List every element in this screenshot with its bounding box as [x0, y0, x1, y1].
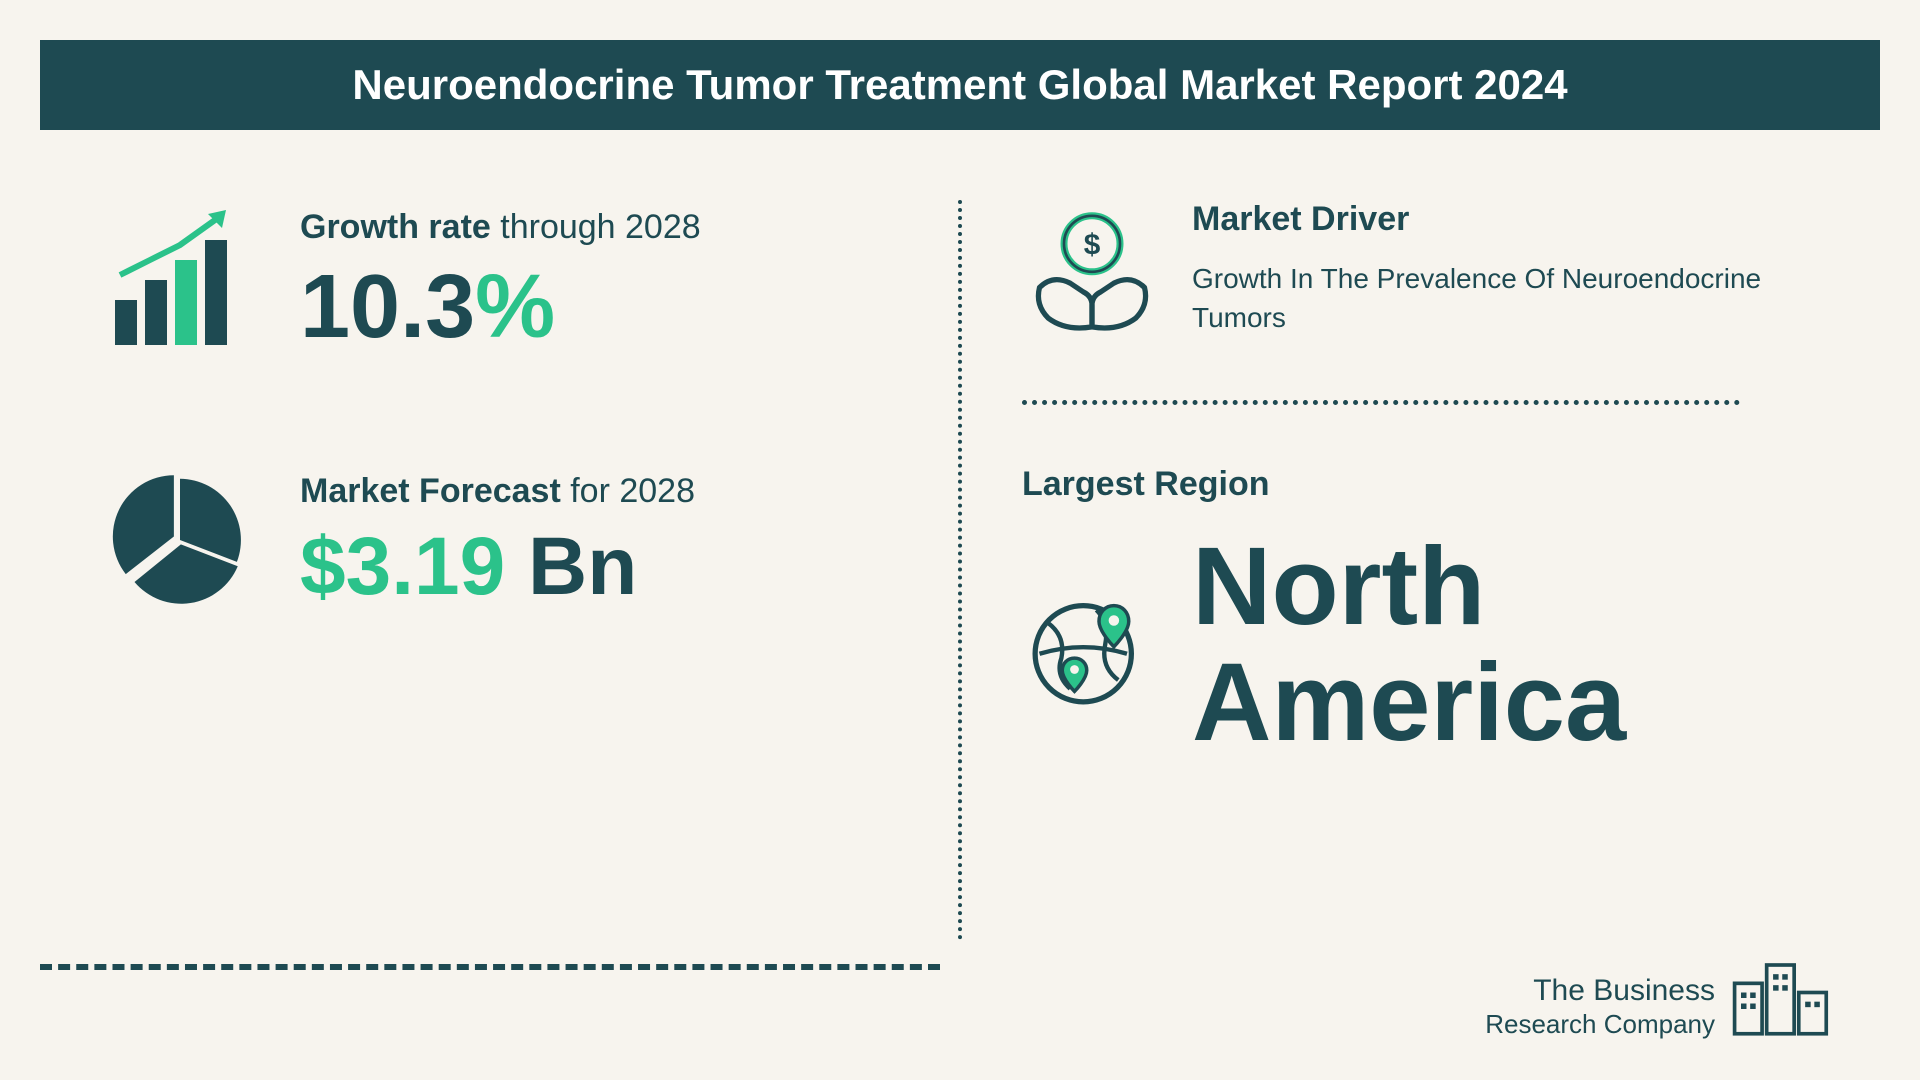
region-block: Largest Region North	[1022, 465, 1820, 760]
driver-block: $ Market Driver Growth In The Prevalence…	[1022, 200, 1820, 340]
right-column: $ Market Driver Growth In The Prevalence…	[962, 200, 1820, 940]
driver-text: Market Driver Growth In The Prevalence O…	[1192, 200, 1820, 337]
forecast-text: Market Forecast for 2028 $3.19 Bn	[300, 472, 695, 608]
growth-chart-icon	[100, 200, 260, 360]
left-column: Growth rate through 2028 10.3% Market Fo…	[100, 200, 958, 940]
growth-text: Growth rate through 2028 10.3%	[300, 208, 701, 352]
svg-text:$: $	[1084, 228, 1101, 261]
header-bar: Neuroendocrine Tumor Treatment Global Ma…	[40, 40, 1880, 130]
forecast-block: Market Forecast for 2028 $3.19 Bn	[100, 460, 898, 620]
bottom-dashed-line	[40, 964, 940, 970]
company-logo: The Business Research Company	[1485, 945, 1840, 1040]
page-title: Neuroendocrine Tumor Treatment Global Ma…	[352, 61, 1567, 109]
horizontal-dot-divider	[1022, 400, 1740, 405]
growth-value: 10.3%	[300, 262, 701, 352]
hands-money-icon: $	[1022, 200, 1162, 340]
driver-description: Growth In The Prevalence Of Neuroendocri…	[1192, 259, 1820, 337]
content-area: Growth rate through 2028 10.3% Market Fo…	[100, 200, 1820, 940]
growth-block: Growth rate through 2028 10.3%	[100, 200, 898, 360]
pie-chart-icon	[100, 460, 260, 620]
logo-buildings-icon	[1730, 945, 1840, 1040]
forecast-label: Market Forecast for 2028	[300, 472, 695, 511]
region-value: North America	[1192, 529, 1626, 760]
forecast-value: $3.19 Bn	[300, 526, 695, 608]
driver-heading: Market Driver	[1192, 200, 1820, 239]
globe-pins-icon	[1022, 575, 1162, 715]
region-heading: Largest Region	[1022, 465, 1820, 504]
logo-text: The Business Research Company	[1485, 973, 1715, 1040]
growth-label: Growth rate through 2028	[300, 208, 701, 247]
